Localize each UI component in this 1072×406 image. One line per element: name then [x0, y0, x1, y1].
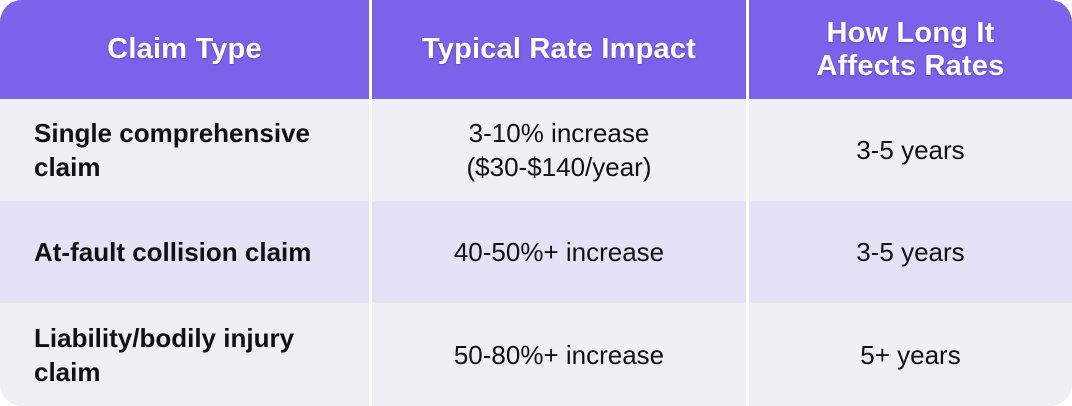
cell-rate-impact: 50-80%+ increase: [372, 303, 749, 406]
cell-rate-impact: 3-10% increase ($30-$140/year): [372, 99, 749, 201]
cell-duration: 3-5 years: [749, 201, 1072, 303]
header-duration: How Long It Affects Rates: [749, 0, 1072, 99]
header-rate-impact: Typical Rate Impact: [372, 0, 749, 99]
header-claim-type: Claim Type: [0, 0, 372, 99]
cell-duration: 5+ years: [749, 303, 1072, 406]
cell-rate-impact: 40-50%+ increase: [372, 201, 749, 303]
cell-claim-type: Liability/bodily injury claim: [0, 303, 372, 406]
cell-claim-type: At-fault collision claim: [0, 201, 372, 303]
cell-claim-type: Single comprehensive claim: [0, 99, 372, 201]
cell-duration: 3-5 years: [749, 99, 1072, 201]
